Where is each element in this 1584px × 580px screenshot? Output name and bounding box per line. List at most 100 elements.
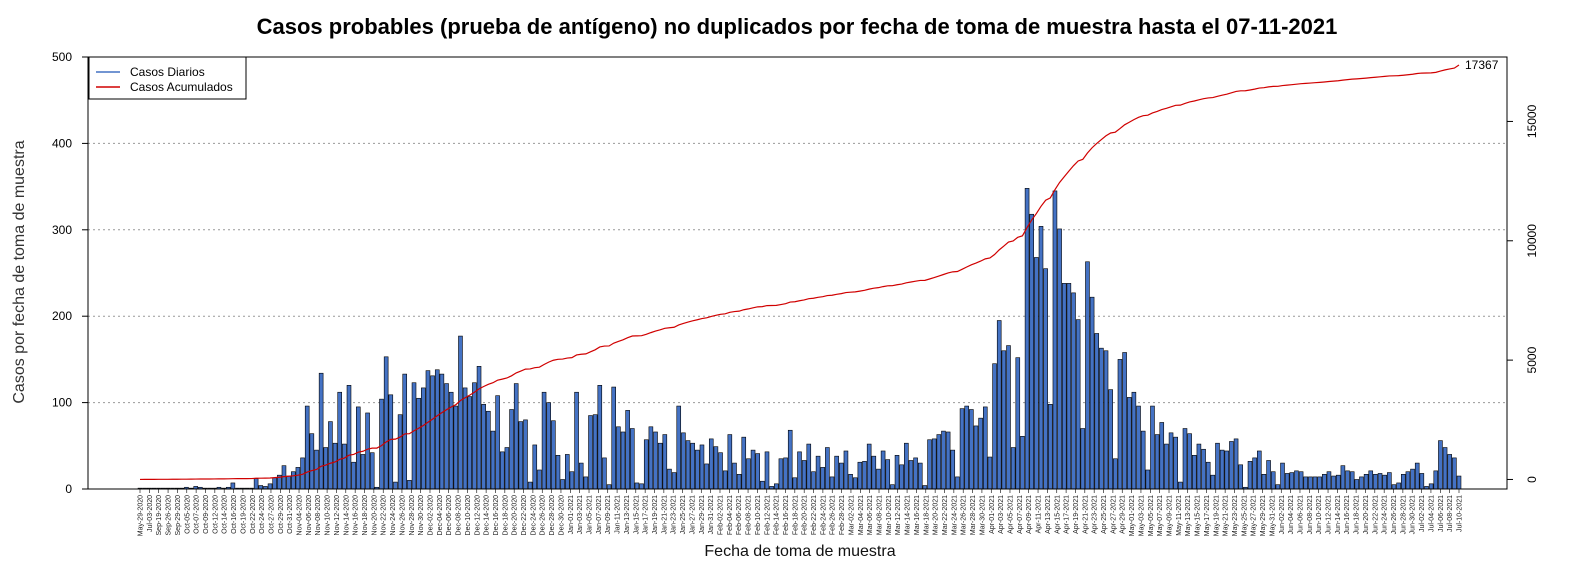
bar: [904, 442, 909, 490]
x-tick-label: Jun-18-2021: [1354, 495, 1361, 534]
bar: [1289, 472, 1295, 490]
bar: [383, 356, 389, 490]
x-tick-label: May-25-2021: [1241, 495, 1248, 536]
x-tick-label: May-29-2021: [1260, 495, 1267, 536]
x-tick-label: Mar-08-2021: [877, 495, 884, 535]
bar: [1215, 442, 1220, 490]
bar: [369, 452, 375, 490]
bar: [402, 373, 408, 490]
bar: [1419, 473, 1425, 490]
x-tick-label: Dec-12-2020: [474, 495, 481, 536]
bar: [1219, 449, 1225, 490]
bar: [541, 391, 547, 490]
bar: [416, 397, 421, 490]
bar: [1382, 474, 1387, 490]
x-tick-label: Feb-16-2021: [783, 495, 790, 535]
bar: [490, 430, 496, 490]
bar: [504, 447, 510, 490]
x-tick-label: Oct-22-2020: [250, 495, 257, 534]
bar: [969, 409, 974, 490]
bar: [509, 409, 514, 490]
x-tick-label: Nov-20-2020: [371, 495, 378, 536]
bar: [1396, 482, 1401, 490]
bar: [1010, 447, 1016, 490]
bar: [286, 475, 291, 490]
bar: [764, 451, 770, 490]
bar: [458, 335, 463, 490]
bar: [574, 391, 579, 490]
bar: [820, 467, 826, 490]
bar: [931, 438, 937, 490]
x-tick-label: Dec-20-2020: [512, 495, 519, 536]
x-tick-label: Dec-26-2020: [540, 495, 547, 536]
x-tick-label: Apr-09-2021: [1026, 495, 1033, 534]
bar: [337, 391, 342, 490]
x-tick-label: Dec-04-2020: [437, 495, 444, 536]
bar: [1298, 471, 1304, 490]
x-tick-label: Nov-24-2020: [390, 495, 397, 536]
x-tick-label: Nov-16-2020: [353, 495, 360, 536]
bar: [430, 375, 435, 490]
bar: [1131, 391, 1137, 490]
bar: [518, 421, 524, 490]
bar: [1006, 345, 1011, 490]
y-tick-label: 500: [52, 50, 72, 64]
bar: [982, 406, 988, 490]
x-tick-label: Nov-10-2020: [325, 495, 332, 536]
bar: [811, 471, 816, 490]
plot-frame: [87, 56, 1508, 490]
bar: [1275, 484, 1281, 490]
bar: [1331, 475, 1336, 490]
x-tick-label: Oct-09-2020: [203, 495, 210, 534]
bar: [1410, 468, 1415, 490]
axes-layer: 0100200300400500050001000015000May-29-20…: [52, 50, 1539, 536]
bar: [941, 430, 946, 490]
bar: [1349, 471, 1355, 490]
bar: [1136, 405, 1141, 490]
bar: [690, 442, 695, 490]
x-tick-label: Jun-24-2021: [1382, 495, 1389, 534]
y2-tick-label: 5000: [1525, 346, 1539, 373]
x-tick-label: Dec-16-2020: [493, 495, 500, 536]
bar: [876, 468, 881, 490]
x-tick-label: May-29-2020: [138, 495, 145, 536]
bar: [695, 449, 700, 490]
bar: [397, 414, 403, 490]
x-tick-label: May-15-2021: [1195, 495, 1202, 536]
bar: [1089, 296, 1095, 490]
bar: [476, 366, 482, 490]
bar: [639, 483, 644, 490]
bar: [1182, 428, 1188, 490]
bar: [927, 439, 932, 490]
bar: [839, 462, 844, 490]
bar: [1294, 470, 1299, 490]
x-tick-label: Jan-09-2021: [605, 495, 612, 534]
bar: [630, 428, 635, 490]
x-tick-label: Mar-28-2021: [970, 495, 977, 535]
bar: [290, 471, 296, 490]
bar: [829, 476, 835, 490]
x-tick-label: Jan-21-2021: [661, 495, 668, 534]
x-tick-label: Feb-26-2021: [830, 495, 837, 535]
legend-label: Casos Acumulados: [130, 80, 233, 94]
bar: [486, 410, 491, 490]
x-tick-label: Jun-30-2021: [1410, 495, 1417, 534]
bar: [894, 454, 900, 490]
legend-box: [88, 56, 247, 100]
bar: [1238, 464, 1243, 490]
x-tick-label: Jul-04-2021: [1428, 495, 1435, 532]
x-tick-label: Oct-16-2020: [231, 495, 238, 534]
bar: [1061, 283, 1067, 490]
bar: [685, 440, 691, 490]
bar: [1266, 460, 1271, 490]
bar: [950, 449, 956, 490]
bar: [862, 461, 867, 490]
x-tick-label: Jan-15-2021: [633, 495, 640, 534]
bar: [1377, 473, 1383, 490]
bar: [425, 370, 431, 490]
bar: [295, 467, 301, 490]
bar: [857, 461, 863, 490]
bar: [267, 483, 273, 490]
x-tick-label: Jan-01-2021: [568, 495, 575, 534]
bar: [1015, 357, 1021, 490]
